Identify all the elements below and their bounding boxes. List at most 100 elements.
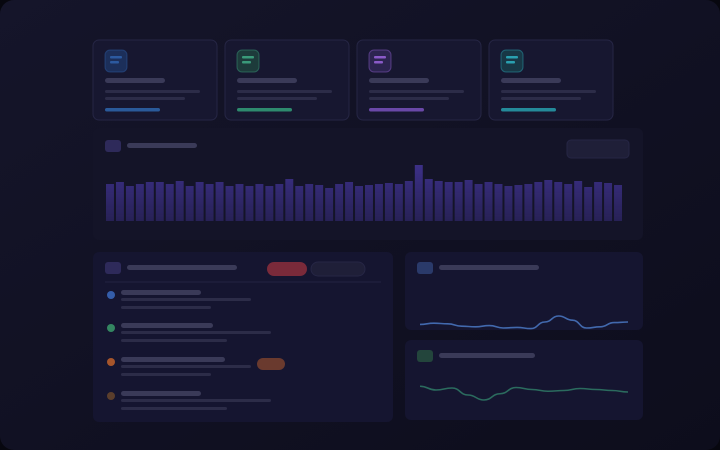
bar <box>494 184 503 221</box>
icon-line <box>242 56 254 59</box>
panel-icon <box>105 262 121 274</box>
skeleton-title <box>369 78 429 83</box>
tab[interactable] <box>310 261 366 277</box>
skeleton-title <box>121 323 213 328</box>
skeleton-text <box>121 407 227 410</box>
bar <box>474 184 483 221</box>
bar <box>135 184 144 221</box>
bar <box>444 182 453 221</box>
bar <box>404 181 413 221</box>
skeleton-text <box>121 306 211 309</box>
icon-line <box>506 61 515 64</box>
icon-line <box>110 56 122 59</box>
bar <box>574 181 583 221</box>
bar <box>315 185 324 221</box>
panel-icon <box>417 262 433 274</box>
bar <box>195 182 204 221</box>
bar <box>384 183 393 221</box>
badge <box>257 358 285 370</box>
bar <box>285 179 294 221</box>
status-dot <box>107 358 115 366</box>
bar <box>514 185 523 221</box>
bar <box>295 186 304 221</box>
bar <box>434 181 443 221</box>
skeleton-title <box>121 391 201 396</box>
skeleton-text <box>105 90 200 93</box>
bar <box>584 187 593 221</box>
bar <box>544 180 553 221</box>
skeleton-text <box>369 90 464 93</box>
skeleton-title <box>105 78 165 83</box>
bar <box>524 184 533 221</box>
bar <box>504 186 513 221</box>
bar <box>305 184 314 221</box>
bar <box>394 184 403 221</box>
bar <box>145 182 154 221</box>
bar <box>175 181 184 221</box>
bar <box>275 184 284 221</box>
skeleton-text <box>237 97 317 100</box>
bar <box>235 184 244 221</box>
skeleton-text <box>237 90 332 93</box>
bar <box>115 182 124 221</box>
accent-bar <box>369 108 424 112</box>
list-panel <box>93 252 393 422</box>
icon-line <box>110 61 119 64</box>
bar <box>335 184 344 221</box>
bar <box>424 179 433 221</box>
panel-icon <box>417 350 433 362</box>
accent-bar <box>237 108 292 112</box>
bar <box>265 186 274 221</box>
accent-bar <box>105 108 160 112</box>
bar <box>464 180 473 221</box>
bar <box>614 185 622 221</box>
bar <box>125 186 134 221</box>
skeleton-text <box>121 339 227 342</box>
skeleton-title <box>121 290 201 295</box>
bar <box>345 182 354 221</box>
line-series <box>419 315 629 330</box>
skeleton-text <box>121 373 211 376</box>
skeleton-text <box>369 97 449 100</box>
skeleton-text <box>501 90 596 93</box>
bar <box>245 186 254 221</box>
skeleton-title <box>237 78 297 83</box>
bar <box>255 184 264 221</box>
bar <box>365 185 373 221</box>
bar <box>414 165 423 221</box>
icon-line <box>374 61 383 64</box>
icon-line <box>374 56 386 59</box>
bar <box>325 188 334 221</box>
skeleton-text <box>121 331 271 334</box>
line-series <box>419 385 629 401</box>
tab-active[interactable] <box>267 262 307 276</box>
skeleton-text <box>121 365 251 368</box>
line-panel <box>405 340 643 420</box>
bar <box>205 184 214 221</box>
skeleton-text <box>501 97 581 100</box>
skeleton-title <box>127 143 197 148</box>
bar <box>155 182 164 221</box>
bar <box>454 182 463 221</box>
panel-icon <box>105 140 121 152</box>
bar <box>564 184 573 221</box>
skeleton-text <box>121 298 251 301</box>
bar <box>374 184 383 221</box>
icon-line <box>506 56 518 59</box>
panel-button[interactable] <box>566 139 630 159</box>
skeleton-title <box>501 78 561 83</box>
bar <box>554 182 563 221</box>
icon-line <box>242 61 251 64</box>
bar <box>534 182 543 221</box>
accent-bar <box>501 108 556 112</box>
skeleton-title <box>121 357 225 362</box>
status-dot <box>107 392 115 400</box>
skeleton-text <box>105 97 185 100</box>
status-dot <box>107 324 115 332</box>
bar <box>225 186 234 221</box>
bar <box>215 182 224 221</box>
skeleton-title <box>439 353 535 358</box>
skeleton-title <box>439 265 539 270</box>
bar <box>355 186 363 221</box>
